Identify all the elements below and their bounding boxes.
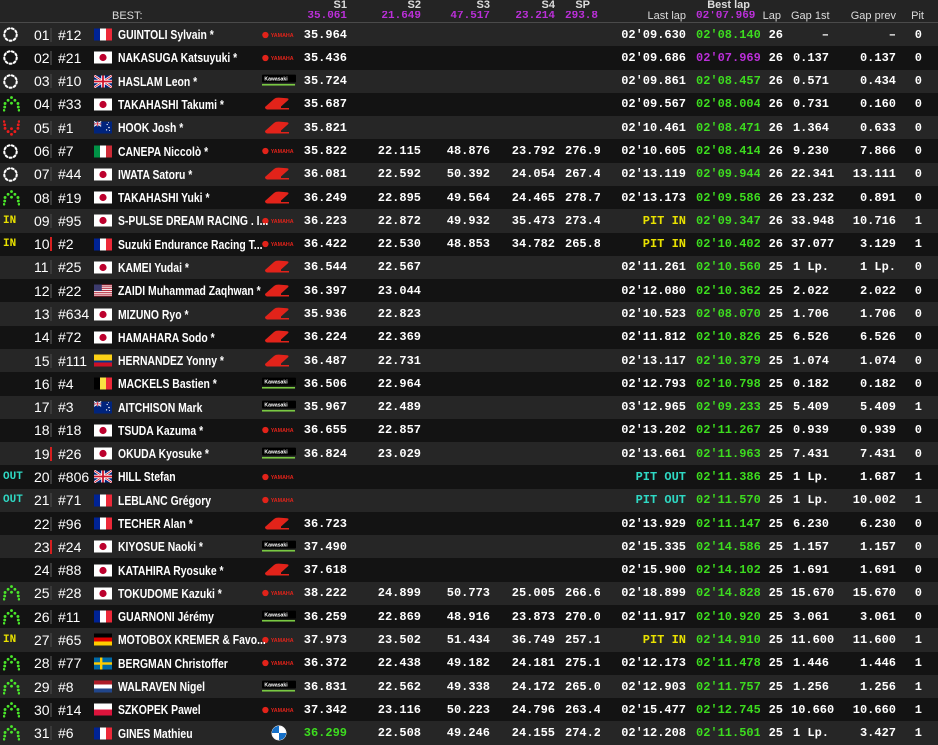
svg-text:YAMAHA: YAMAHA: [271, 428, 294, 434]
svg-text:Kawasaki: Kawasaki: [264, 542, 288, 548]
svg-text:YAMAHA: YAMAHA: [271, 149, 294, 155]
svg-text:Kawasaki: Kawasaki: [264, 403, 288, 409]
svg-text:YAMAHA: YAMAHA: [271, 219, 294, 225]
svg-text:YAMAHA: YAMAHA: [271, 56, 294, 62]
svg-text:YAMAHA: YAMAHA: [271, 638, 294, 644]
svg-text:Kawasaki: Kawasaki: [264, 682, 288, 688]
svg-text:YAMAHA: YAMAHA: [271, 661, 294, 667]
svg-text:YAMAHA: YAMAHA: [271, 591, 294, 597]
svg-text:YAMAHA: YAMAHA: [271, 33, 294, 39]
svg-text:YAMAHA: YAMAHA: [271, 498, 294, 504]
svg-text:YAMAHA: YAMAHA: [271, 708, 294, 714]
svg-text:Kawasaki: Kawasaki: [264, 77, 288, 83]
svg-text:YAMAHA: YAMAHA: [271, 475, 294, 481]
svg-text:YAMAHA: YAMAHA: [271, 242, 294, 248]
svg-text:Kawasaki: Kawasaki: [264, 379, 288, 385]
svg-text:Kawasaki: Kawasaki: [264, 612, 288, 618]
svg-text:Kawasaki: Kawasaki: [264, 449, 288, 455]
